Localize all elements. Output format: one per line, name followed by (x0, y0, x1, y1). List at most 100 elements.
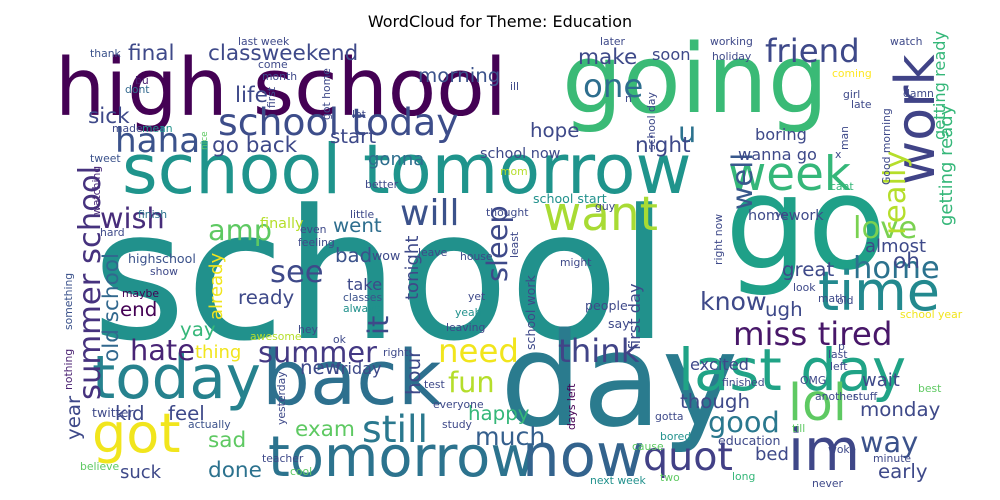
word: last week (238, 35, 290, 48)
word: lol (788, 373, 847, 432)
word: sick (88, 104, 130, 129)
word: ok (333, 333, 347, 346)
word: sleep (480, 205, 514, 282)
word: awesome (250, 330, 302, 343)
word: something (62, 273, 75, 330)
word: mom (500, 165, 528, 178)
word: almost (865, 236, 926, 257)
word: got home (320, 68, 333, 120)
word: start (330, 125, 376, 148)
word: twitter (92, 405, 134, 420)
word: tomorrow (268, 425, 536, 490)
word: school year (900, 308, 963, 321)
word: right (383, 346, 408, 359)
word: best (918, 382, 941, 395)
word: summer school (73, 166, 108, 400)
word: hate (130, 333, 195, 367)
word: school work (523, 274, 538, 350)
word: made (112, 122, 143, 135)
word: way (860, 425, 918, 459)
word: last (828, 348, 847, 361)
word: working (710, 35, 753, 48)
word: school start (533, 191, 607, 206)
word: tweet (90, 152, 121, 165)
word: go back (212, 133, 298, 158)
word: next week (590, 474, 646, 487)
word: morning (418, 64, 500, 87)
word: home (853, 251, 940, 286)
word: much (475, 422, 545, 451)
word: p (838, 340, 845, 353)
word: old school (99, 253, 124, 362)
word: cause (632, 440, 664, 453)
word: getting ready (936, 104, 957, 226)
word: maybe (122, 287, 159, 300)
word: went (333, 214, 382, 237)
word: boring (755, 125, 807, 144)
word: actually (188, 418, 231, 431)
word: wish (100, 201, 165, 235)
word: believe (80, 460, 120, 473)
word: finally (260, 216, 304, 232)
word: classes (343, 291, 382, 304)
word: might (560, 256, 591, 269)
word: thought (486, 206, 528, 219)
word: quot (643, 434, 733, 480)
word: got (92, 402, 181, 465)
word: teacher (262, 452, 304, 465)
word: amp (208, 213, 272, 247)
word: think (558, 332, 640, 370)
word: bed (755, 444, 789, 465)
word: early (878, 460, 928, 483)
word: later (600, 35, 625, 48)
word: cool (290, 465, 312, 478)
word: classweekend (208, 41, 358, 66)
word: last day (678, 337, 906, 404)
word: tonight (402, 236, 423, 300)
word: yesterday (275, 371, 288, 425)
word: ill (510, 80, 519, 93)
word: well (725, 153, 759, 210)
word: wait (862, 370, 900, 391)
word: long (732, 470, 755, 483)
word: bu (135, 74, 149, 87)
word: hey (298, 323, 318, 336)
word: right now (712, 214, 725, 265)
word: woke (828, 443, 856, 456)
word: holiday (712, 50, 752, 63)
word: study (442, 418, 473, 431)
word: year (62, 395, 85, 440)
word: late (851, 98, 872, 111)
word: already (206, 252, 227, 320)
word: ready (238, 286, 295, 309)
word: Good morning (880, 108, 893, 185)
word: getting ready (930, 30, 949, 140)
word: n (625, 92, 632, 105)
word: two (660, 471, 680, 484)
word: math (818, 292, 846, 305)
word: education (718, 433, 781, 448)
word: want (543, 188, 658, 242)
word: x (835, 148, 842, 161)
word: monday (860, 398, 941, 421)
word: end (120, 298, 157, 321)
word: miss tired (733, 315, 892, 353)
word: ye (775, 208, 788, 221)
word: yeah (455, 306, 482, 319)
word: excited (690, 355, 749, 374)
word: today (92, 344, 261, 413)
word: old (837, 294, 853, 307)
word: yet (468, 290, 485, 303)
word: nothing (62, 349, 75, 390)
word: house (460, 250, 493, 263)
word: oh (893, 249, 920, 274)
word: show (150, 265, 178, 278)
word: haha (115, 121, 200, 161)
word: hope (530, 119, 579, 142)
word: dont (125, 83, 150, 96)
word: fun (448, 365, 495, 399)
word: summer (258, 335, 377, 369)
word: till (792, 422, 805, 435)
word: come (258, 58, 288, 71)
word: friday (335, 359, 382, 378)
